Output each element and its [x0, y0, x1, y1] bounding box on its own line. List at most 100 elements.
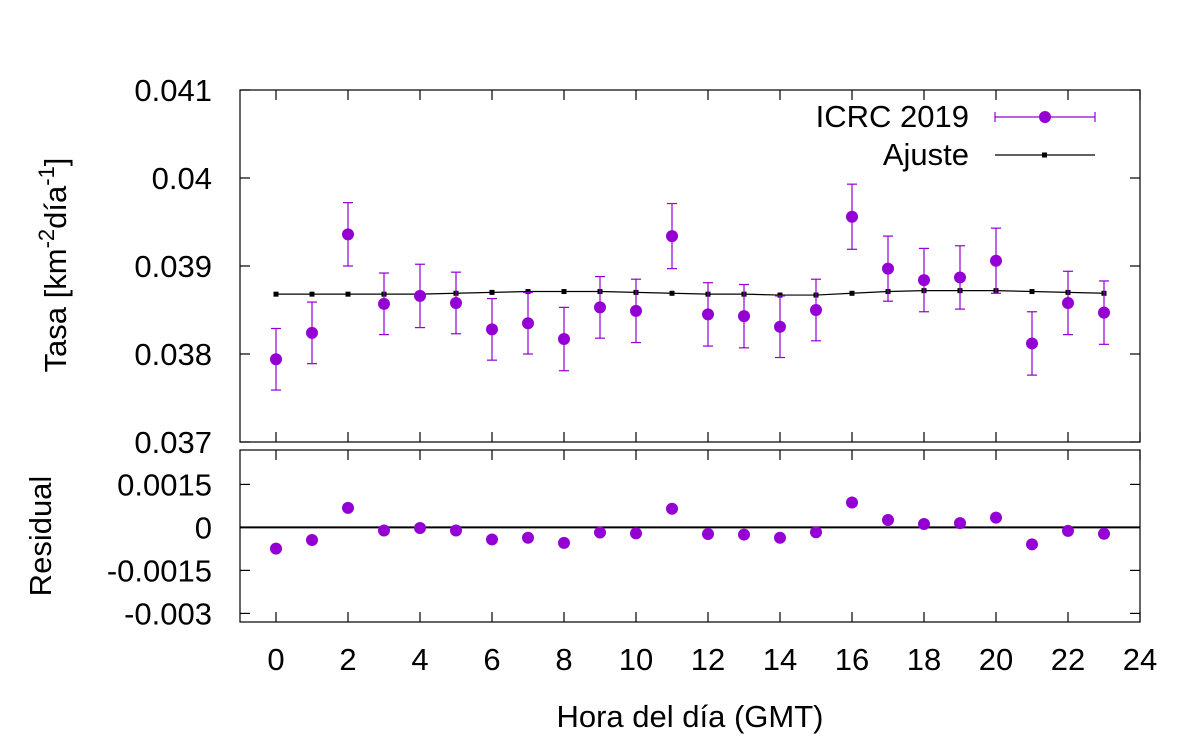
residual-point [882, 513, 894, 526]
y-axis-title-sup1: -2 [34, 229, 59, 249]
fit-marker [273, 291, 279, 297]
y-axis-title-bottom: Residual [23, 476, 58, 597]
fit-line [276, 290, 1105, 296]
fit-marker [309, 291, 315, 297]
data-point [666, 230, 678, 243]
data-point [846, 210, 858, 223]
residual-point [450, 524, 462, 537]
data-point [1062, 296, 1074, 309]
legend-marker-data [1039, 111, 1051, 123]
y-tick-label-top: 0.038 [134, 337, 212, 372]
data-point [810, 304, 822, 316]
fit-marker [525, 289, 531, 295]
x-tick-label: 10 [619, 642, 653, 677]
y-tick-label-top: 0.041 [134, 73, 212, 108]
y-axis-title-top: Tasa [km-2día-1] [34, 158, 73, 373]
data-point [270, 353, 282, 366]
y-axis-title-part1: Tasa [km [38, 248, 73, 372]
legend-label-data: ICRC 2019 [816, 99, 969, 134]
y-tick-label-top: 0.04 [152, 161, 212, 196]
fit-marker [849, 290, 855, 296]
legend: ICRC 2019 Ajuste [816, 99, 1096, 172]
bottom-panel-frame [239, 449, 1141, 623]
x-tick-label: 6 [483, 642, 500, 677]
residual-point [666, 502, 678, 515]
residual-point [378, 524, 390, 537]
fit-marker [561, 289, 567, 295]
y-tick-label-bottom: -0.003 [124, 596, 212, 631]
residual-point [522, 531, 534, 544]
residual-point [342, 501, 354, 514]
data-point [450, 296, 462, 309]
residual-point [738, 528, 750, 541]
residual-point [954, 517, 966, 530]
residual-point [1062, 524, 1074, 537]
residual-series [240, 496, 1140, 555]
data-point [990, 254, 1002, 267]
fit-marker [489, 289, 495, 295]
bottom-ticks: -0.003 -0.0015 0 0.0015 [107, 467, 1140, 631]
y-tick-label-bottom: 0.0015 [117, 467, 212, 502]
y-tick-label-top: 0.039 [134, 249, 212, 284]
residual-point [810, 526, 822, 539]
residual-point [918, 517, 930, 530]
legend-label-fit: Ajuste [883, 137, 969, 172]
data-point [414, 289, 426, 302]
data-point [702, 308, 714, 321]
residual-point [630, 527, 642, 540]
x-tick-label: 20 [979, 642, 1013, 677]
residual-point [306, 534, 318, 547]
x-ticks: 0 2 4 6 8 10 12 14 16 18 20 22 24 [267, 90, 1157, 677]
data-point [558, 333, 570, 346]
x-tick-label: 2 [339, 642, 356, 677]
data-point [522, 317, 534, 330]
x-tick-label: 18 [907, 642, 941, 677]
data-point [306, 326, 318, 339]
residual-point [702, 527, 714, 540]
y-tick-label-top: 0.037 [134, 425, 212, 460]
residual-point [1026, 538, 1038, 551]
x-axis-title: Hora del día (GMT) [556, 699, 823, 734]
residual-point [270, 542, 282, 555]
y-axis-title-part2: día [38, 185, 73, 229]
data-point [630, 304, 642, 317]
data-point [918, 274, 930, 287]
fit-marker [345, 291, 351, 297]
data-point [738, 310, 750, 323]
residual-point [594, 526, 606, 539]
data-series [270, 183, 1110, 391]
x-tick-label: 8 [555, 642, 572, 677]
fit-marker [669, 290, 675, 296]
data-point [882, 262, 894, 275]
legend-marker-fit [1042, 152, 1047, 158]
data-point [378, 297, 390, 310]
residual-point [414, 521, 426, 534]
data-point [342, 228, 354, 241]
residual-point [846, 496, 858, 509]
y-tick-label-bottom: -0.0015 [107, 553, 212, 588]
data-point [1026, 337, 1038, 350]
x-tick-label: 0 [267, 642, 284, 677]
residual-point [486, 533, 498, 546]
x-tick-label: 14 [763, 642, 797, 677]
x-tick-label: 16 [835, 642, 869, 677]
y-axis-title-sup2: -1 [34, 166, 59, 186]
x-tick-label: 24 [1123, 642, 1157, 677]
top-panel-frame [239, 89, 1141, 443]
data-point [1098, 306, 1110, 319]
y-tick-label-bottom: 0 [195, 510, 212, 545]
residual-point [774, 531, 786, 544]
data-point [774, 320, 786, 333]
residual-point [1098, 527, 1110, 540]
x-tick-label: 22 [1051, 642, 1085, 677]
residual-point [990, 511, 1002, 524]
data-point [594, 301, 606, 314]
top-ticks: 0.037 0.038 0.039 0.04 0.041 [134, 73, 1140, 460]
fit-series [273, 288, 1107, 298]
data-point [954, 271, 966, 284]
residual-point [558, 536, 570, 549]
y-axis-title-part3: ] [38, 158, 73, 167]
x-tick-label: 12 [691, 642, 725, 677]
fit-marker [1029, 289, 1035, 295]
